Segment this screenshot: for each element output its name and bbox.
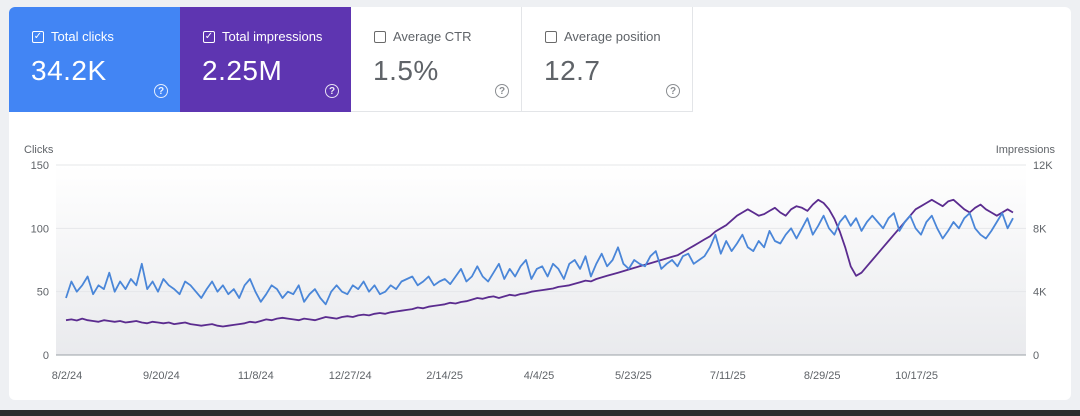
x-tick-label: 8/29/25	[804, 370, 841, 382]
average-ctr-label: Average CTR	[393, 29, 472, 44]
total-clicks-label: Total clicks	[51, 29, 114, 44]
x-tick-label: 7/11/25	[710, 370, 746, 382]
y-left-ticks: 150 100 50 0	[31, 160, 49, 362]
x-tick-label: 8/2/24	[52, 370, 83, 382]
x-tick-label: 12/27/24	[329, 370, 372, 382]
help-icon[interactable]: ?	[154, 84, 168, 98]
x-tick-label: 5/23/25	[615, 370, 652, 382]
x-tick-label: 4/4/25	[524, 370, 555, 382]
y-right-tick-label: 0	[1033, 350, 1039, 362]
total-impressions-header: ✓ Total impressions	[203, 29, 322, 44]
average-position-header: Average position	[545, 29, 661, 44]
average-position-checkbox[interactable]	[545, 30, 557, 43]
y-right-axis-label: Impressions	[996, 144, 1056, 156]
y-left-tick-label: 0	[43, 350, 49, 362]
clicks-line	[65, 212, 1014, 306]
total-impressions-label: Total impressions	[222, 29, 323, 44]
x-tick-label: 11/8/24	[238, 370, 274, 382]
y-right-tick-label: 12K	[1033, 160, 1053, 172]
total-clicks-header: ✓ Total clicks	[32, 29, 114, 44]
y-left-axis-label: Clicks	[24, 144, 54, 156]
average-position-value: 12.7	[544, 55, 601, 86]
y-left-tick-label: 100	[31, 223, 49, 235]
help-icon[interactable]: ?	[666, 84, 680, 98]
series-lines	[65, 198, 1014, 328]
performance-card: ✓ Total clicks 34.2K ? ✓ Total impressio…	[9, 7, 1071, 400]
average-ctr-header: Average CTR	[374, 29, 472, 44]
average-ctr-card[interactable]: Average CTR 1.5% ?	[351, 7, 522, 112]
total-impressions-value: 2.25M	[202, 55, 283, 86]
average-ctr-value: 1.5%	[373, 55, 439, 86]
y-right-ticks: 12K 8K 4K 0	[1033, 160, 1053, 362]
average-position-label: Average position	[564, 29, 661, 44]
total-impressions-checkbox[interactable]: ✓	[203, 30, 215, 43]
total-clicks-checkbox[interactable]: ✓	[32, 30, 44, 43]
total-impressions-card[interactable]: ✓ Total impressions 2.25M ?	[180, 7, 351, 112]
checkmark-icon: ✓	[33, 30, 43, 42]
performance-chart: Clicks Impressions 150 100 50 0 12K 8K 4K 0 8/…	[9, 119, 1071, 400]
bottom-edge	[0, 410, 1080, 416]
help-icon[interactable]: ?	[325, 84, 339, 98]
x-tick-label: 9/20/24	[143, 370, 180, 382]
total-clicks-card[interactable]: ✓ Total clicks 34.2K ?	[9, 7, 180, 112]
x-axis-ticks: 8/2/24 9/20/24 11/8/24 12/27/24 2/14/25 4/4/2…	[52, 370, 938, 382]
y-left-tick-label: 50	[37, 287, 49, 299]
help-icon[interactable]: ?	[495, 84, 509, 98]
average-position-card[interactable]: Average position 12.7 ?	[522, 7, 693, 112]
impressions-line	[65, 198, 1014, 328]
y-left-tick-label: 150	[31, 160, 49, 172]
checkmark-icon: ✓	[204, 30, 214, 42]
metric-cards: ✓ Total clicks 34.2K ? ✓ Total impressio…	[9, 7, 693, 112]
x-tick-label: 10/17/25	[895, 370, 938, 382]
y-right-tick-label: 8K	[1033, 223, 1047, 235]
chart-svg: Clicks Impressions 150 100 50 0 12K 8K 4K 0 8/…	[24, 144, 1056, 382]
total-clicks-value: 34.2K	[31, 55, 107, 86]
y-right-tick-label: 4K	[1033, 287, 1047, 299]
x-tick-label: 2/14/25	[426, 370, 463, 382]
plot-background	[56, 165, 1026, 355]
average-ctr-checkbox[interactable]	[374, 30, 386, 43]
